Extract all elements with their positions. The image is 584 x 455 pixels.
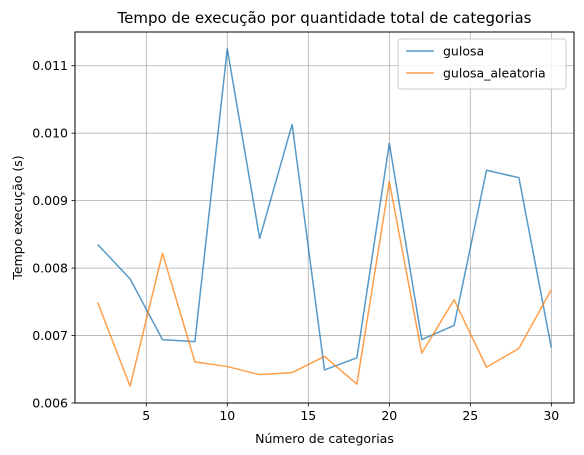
series-line-gulosa xyxy=(97,48,553,371)
x-tick-label: 25 xyxy=(462,408,478,423)
legend: gulosa gulosa_aleatoria xyxy=(397,38,567,90)
x-axis-label: Número de categorias xyxy=(255,431,394,446)
x-tick-label: 10 xyxy=(219,408,235,423)
x-tick-label: 20 xyxy=(381,408,397,423)
axis-ticks: 5 10 15 20 25 30 0.006 0.007 0.008 0.009 0.010 0.01… xyxy=(32,58,559,423)
legend-label-gulosa-aleatoria: gulosa_aleatoria xyxy=(443,66,546,81)
y-tick-label: 0.007 xyxy=(32,328,68,343)
x-tick-label: 15 xyxy=(300,408,316,423)
y-tick-label: 0.009 xyxy=(32,193,68,208)
legend-box xyxy=(397,38,567,90)
plot-frame xyxy=(74,31,575,404)
series-lines xyxy=(96,48,553,387)
y-tick-label: 0.006 xyxy=(32,396,68,411)
y-tick-label: 0.011 xyxy=(32,58,68,73)
series-line-gulosa-aleatoria xyxy=(96,181,552,387)
legend-label-gulosa: gulosa xyxy=(443,44,484,59)
y-axis-label: Tempo execução (s) xyxy=(10,155,25,280)
chart-title: Tempo de execução por quantidade total d… xyxy=(116,9,531,27)
y-tick-label: 0.010 xyxy=(32,126,68,141)
x-tick-label: 5 xyxy=(142,408,150,423)
y-tick-label: 0.008 xyxy=(32,261,68,276)
x-tick-label: 30 xyxy=(543,408,559,423)
